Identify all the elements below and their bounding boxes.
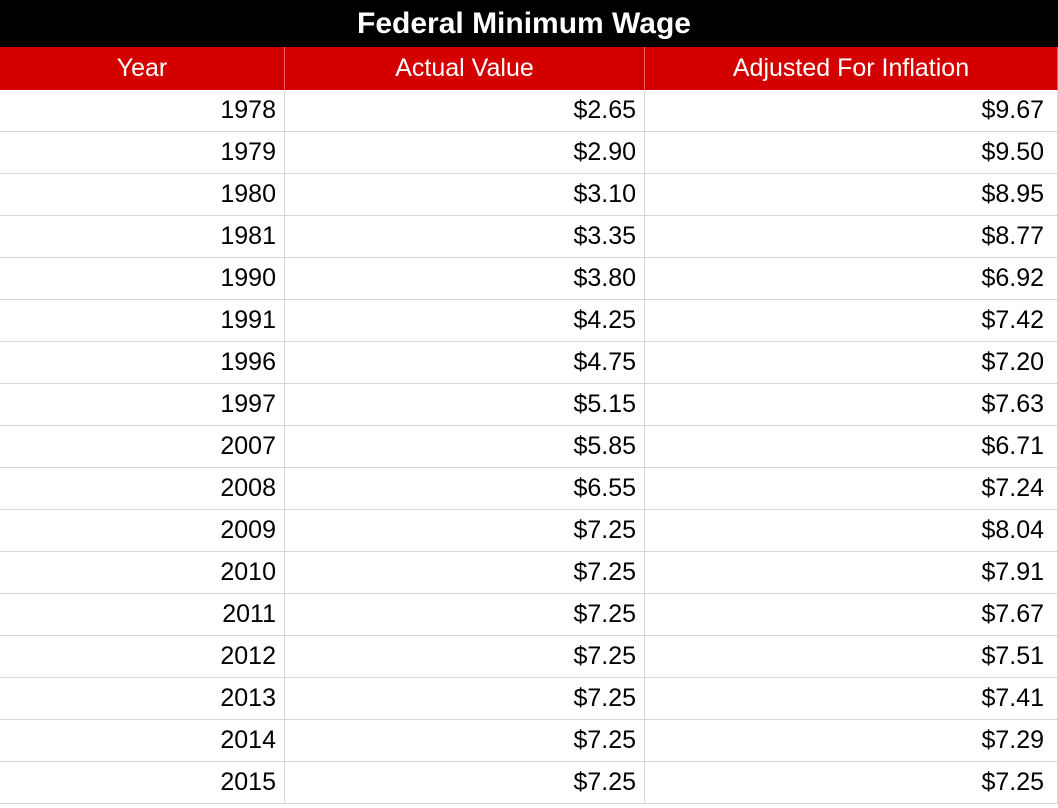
table-row: 1981 $3.35 $8.77: [0, 216, 1058, 258]
cell-adjusted-for-inflation[interactable]: $7.41: [645, 678, 1058, 719]
cell-adjusted-for-inflation[interactable]: $7.29: [645, 720, 1058, 761]
cell-actual-value[interactable]: $7.25: [285, 636, 645, 677]
column-header-actual-value[interactable]: Actual Value: [285, 47, 645, 90]
cell-actual-value[interactable]: $2.65: [285, 90, 645, 131]
cell-year[interactable]: 2011: [0, 594, 285, 635]
cell-year[interactable]: 2015: [0, 762, 285, 803]
cell-actual-value[interactable]: $7.25: [285, 594, 645, 635]
cell-year[interactable]: 1981: [0, 216, 285, 257]
cell-year[interactable]: 2012: [0, 636, 285, 677]
cell-actual-value[interactable]: $7.25: [285, 552, 645, 593]
table-row: 1990 $3.80 $6.92: [0, 258, 1058, 300]
cell-actual-value[interactable]: $7.25: [285, 510, 645, 551]
cell-year[interactable]: 1979: [0, 132, 285, 173]
cell-actual-value[interactable]: $4.25: [285, 300, 645, 341]
cell-adjusted-for-inflation[interactable]: $7.67: [645, 594, 1058, 635]
table-row: 1996 $4.75 $7.20: [0, 342, 1058, 384]
table-row: 1991 $4.25 $7.42: [0, 300, 1058, 342]
cell-year[interactable]: 2009: [0, 510, 285, 551]
cell-adjusted-for-inflation[interactable]: $7.20: [645, 342, 1058, 383]
table-row: 2007 $5.85 $6.71: [0, 426, 1058, 468]
cell-adjusted-for-inflation[interactable]: $9.67: [645, 90, 1058, 131]
header-row: Year Actual Value Adjusted For Inflation: [0, 47, 1058, 90]
column-header-adjusted-for-inflation[interactable]: Adjusted For Inflation: [645, 47, 1058, 90]
cell-adjusted-for-inflation[interactable]: $9.50: [645, 132, 1058, 173]
cell-year[interactable]: 1997: [0, 384, 285, 425]
cell-year[interactable]: 2010: [0, 552, 285, 593]
cell-adjusted-for-inflation[interactable]: $8.95: [645, 174, 1058, 215]
cell-adjusted-for-inflation[interactable]: $7.51: [645, 636, 1058, 677]
cell-adjusted-for-inflation[interactable]: $8.77: [645, 216, 1058, 257]
cell-adjusted-for-inflation[interactable]: $6.92: [645, 258, 1058, 299]
table-row: 2014 $7.25 $7.29: [0, 720, 1058, 762]
cell-actual-value[interactable]: $3.80: [285, 258, 645, 299]
cell-year[interactable]: 1980: [0, 174, 285, 215]
cell-adjusted-for-inflation[interactable]: $8.04: [645, 510, 1058, 551]
table-row: 1997 $5.15 $7.63: [0, 384, 1058, 426]
column-header-year[interactable]: Year: [0, 47, 285, 90]
table-row: 1979 $2.90 $9.50: [0, 132, 1058, 174]
cell-actual-value[interactable]: $6.55: [285, 468, 645, 509]
table-row: 2010 $7.25 $7.91: [0, 552, 1058, 594]
cell-actual-value[interactable]: $7.25: [285, 720, 645, 761]
table-body: 1978 $2.65 $9.67 1979 $2.90 $9.50 1980 $3.10 $8.…: [0, 90, 1058, 804]
cell-actual-value[interactable]: $5.15: [285, 384, 645, 425]
table-row: 2011 $7.25 $7.67: [0, 594, 1058, 636]
cell-adjusted-for-inflation[interactable]: $7.91: [645, 552, 1058, 593]
cell-actual-value[interactable]: $3.10: [285, 174, 645, 215]
cell-adjusted-for-inflation[interactable]: $7.24: [645, 468, 1058, 509]
table-row: 2015 $7.25 $7.25: [0, 762, 1058, 804]
cell-adjusted-for-inflation[interactable]: $7.63: [645, 384, 1058, 425]
cell-year[interactable]: 1996: [0, 342, 285, 383]
cell-actual-value[interactable]: $7.25: [285, 678, 645, 719]
table-row: 2013 $7.25 $7.41: [0, 678, 1058, 720]
cell-adjusted-for-inflation[interactable]: $7.42: [645, 300, 1058, 341]
table-row: 1978 $2.65 $9.67: [0, 90, 1058, 132]
cell-year[interactable]: 2014: [0, 720, 285, 761]
cell-actual-value[interactable]: $2.90: [285, 132, 645, 173]
cell-year[interactable]: 2013: [0, 678, 285, 719]
cell-year[interactable]: 1990: [0, 258, 285, 299]
cell-year[interactable]: 2008: [0, 468, 285, 509]
cell-year[interactable]: 1978: [0, 90, 285, 131]
cell-year[interactable]: 2007: [0, 426, 285, 467]
cell-year[interactable]: 1991: [0, 300, 285, 341]
table-row: 2009 $7.25 $8.04: [0, 510, 1058, 552]
cell-actual-value[interactable]: $5.85: [285, 426, 645, 467]
table-row: 1980 $3.10 $8.95: [0, 174, 1058, 216]
cell-actual-value[interactable]: $7.25: [285, 762, 645, 803]
cell-adjusted-for-inflation[interactable]: $6.71: [645, 426, 1058, 467]
table-row: 2012 $7.25 $7.51: [0, 636, 1058, 678]
cell-actual-value[interactable]: $4.75: [285, 342, 645, 383]
cell-adjusted-for-inflation[interactable]: $7.25: [645, 762, 1058, 803]
cell-actual-value[interactable]: $3.35: [285, 216, 645, 257]
table-row: 2008 $6.55 $7.24: [0, 468, 1058, 510]
table-title[interactable]: Federal Minimum Wage: [0, 0, 1058, 47]
